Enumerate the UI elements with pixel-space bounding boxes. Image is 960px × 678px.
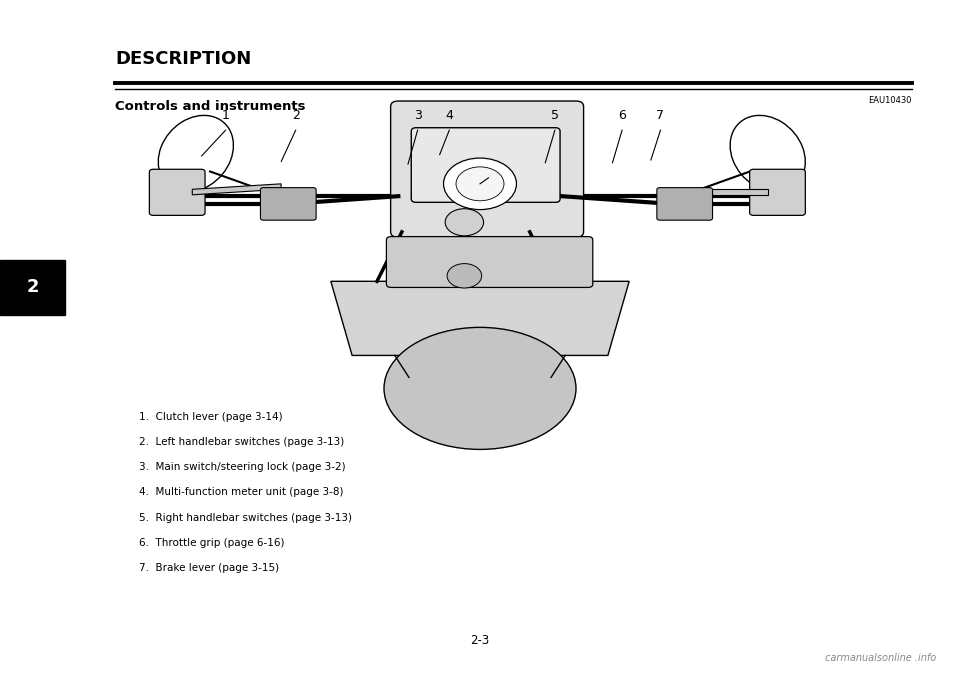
Text: 1: 1	[222, 109, 229, 122]
Text: 3.  Main switch/steering lock (page 3-2): 3. Main switch/steering lock (page 3-2)	[139, 462, 346, 473]
Polygon shape	[331, 281, 629, 355]
FancyBboxPatch shape	[386, 237, 592, 287]
FancyBboxPatch shape	[260, 188, 316, 220]
Circle shape	[447, 264, 482, 288]
Text: DESCRIPTION: DESCRIPTION	[115, 49, 252, 68]
Text: 6: 6	[618, 109, 626, 122]
Text: 1.  Clutch lever (page 3-14): 1. Clutch lever (page 3-14)	[139, 412, 283, 422]
Text: 3: 3	[414, 109, 421, 122]
Text: 6.  Throttle grip (page 6-16): 6. Throttle grip (page 6-16)	[139, 538, 285, 548]
FancyBboxPatch shape	[411, 127, 560, 202]
Text: Controls and instruments: Controls and instruments	[115, 100, 305, 113]
Circle shape	[444, 158, 516, 210]
Text: 7.  Brake lever (page 3-15): 7. Brake lever (page 3-15)	[139, 563, 279, 573]
Circle shape	[445, 209, 484, 236]
Circle shape	[456, 167, 504, 201]
Text: carmanualsonline .info: carmanualsonline .info	[825, 653, 936, 663]
Text: 5: 5	[551, 109, 559, 122]
Text: EAU10430: EAU10430	[869, 96, 912, 105]
Text: 2: 2	[26, 279, 39, 296]
Text: 4: 4	[445, 109, 453, 122]
Ellipse shape	[731, 115, 805, 192]
Text: 7: 7	[657, 109, 664, 122]
Polygon shape	[679, 189, 768, 195]
Polygon shape	[192, 184, 281, 195]
FancyBboxPatch shape	[0, 260, 65, 315]
FancyBboxPatch shape	[391, 101, 584, 237]
Text: 2: 2	[292, 109, 300, 122]
FancyBboxPatch shape	[657, 188, 712, 220]
Ellipse shape	[158, 115, 233, 192]
Text: 2-3: 2-3	[470, 635, 490, 647]
Text: 2.  Left handlebar switches (page 3-13): 2. Left handlebar switches (page 3-13)	[139, 437, 345, 447]
FancyBboxPatch shape	[150, 170, 205, 216]
Text: 4.  Multi-function meter unit (page 3-8): 4. Multi-function meter unit (page 3-8)	[139, 487, 344, 498]
Text: 5.  Right handlebar switches (page 3-13): 5. Right handlebar switches (page 3-13)	[139, 513, 352, 523]
Ellipse shape	[384, 327, 576, 450]
FancyBboxPatch shape	[750, 170, 805, 216]
